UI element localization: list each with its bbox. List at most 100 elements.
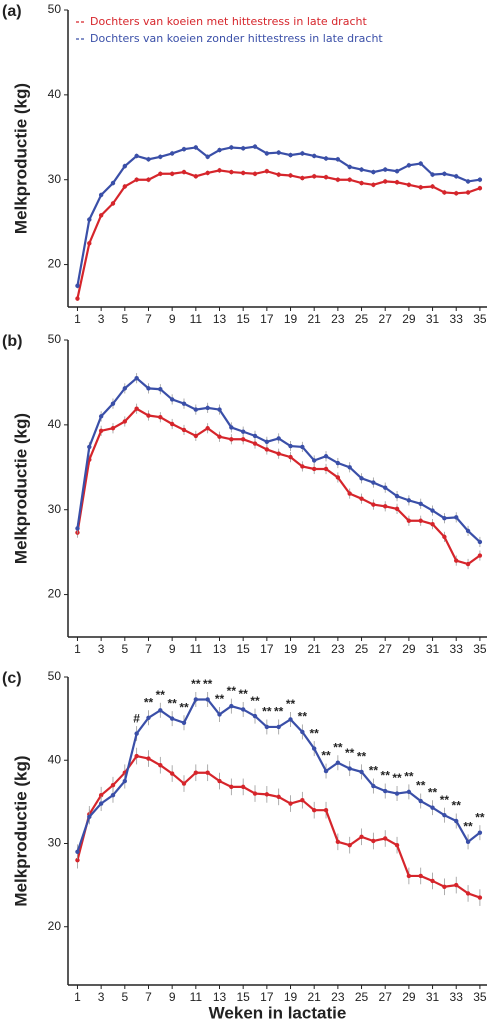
x-tick-label: 5: [121, 312, 128, 326]
significance-label: **: [345, 746, 355, 760]
point: [394, 842, 400, 848]
point: [217, 778, 222, 784]
point: [87, 217, 92, 222]
point: [169, 771, 175, 776]
point: [110, 783, 116, 788]
point: [264, 447, 270, 452]
point: [394, 180, 400, 185]
point: [406, 873, 412, 879]
significance-label: **: [369, 764, 379, 778]
x-tick-label: 31: [426, 642, 440, 656]
point: [371, 169, 376, 175]
point: [288, 173, 293, 178]
point: [323, 454, 329, 459]
x-axis-label: Weken in lactatie: [209, 1003, 347, 1022]
significance-label: **: [416, 779, 426, 793]
x-tick-label: 15: [236, 642, 250, 656]
y-axis-label: Melkproductie (kg): [11, 83, 30, 234]
point: [264, 151, 270, 156]
point: [75, 849, 80, 855]
point: [394, 506, 400, 512]
x-tick-label: 19: [284, 642, 298, 656]
point: [205, 170, 210, 176]
point: [347, 465, 352, 470]
x-tick-label: 1: [74, 312, 81, 326]
point: [264, 439, 270, 445]
point: [311, 153, 317, 159]
point: [418, 873, 423, 879]
y-tick-label: 30: [48, 172, 62, 186]
point: [359, 496, 364, 501]
point: [205, 405, 210, 411]
point: [477, 895, 483, 900]
point: [134, 731, 139, 736]
legend-label: Dochters van koeien zonder hittestress i…: [90, 32, 383, 45]
point: [359, 769, 364, 775]
point: [217, 434, 222, 439]
point: [347, 164, 352, 170]
legend-label: Dochters van koeien met hittestress in l…: [90, 15, 367, 28]
significance-label: **: [298, 710, 308, 724]
point: [406, 518, 412, 523]
x-tick-label: 9: [169, 642, 176, 656]
y-tick-label: 40: [48, 417, 62, 431]
point: [371, 838, 376, 844]
y-tick-label: 20: [48, 587, 62, 601]
y-tick-label: 50: [48, 2, 62, 16]
point: [110, 426, 116, 431]
point: [477, 177, 483, 182]
point: [394, 791, 400, 796]
x-tick-label: 11: [190, 312, 203, 326]
point: [323, 156, 329, 161]
significance-label: **: [310, 726, 320, 740]
point: [442, 516, 447, 521]
point: [169, 421, 175, 427]
point: [465, 561, 471, 567]
point: [181, 401, 187, 406]
point: [169, 397, 175, 402]
point: [252, 441, 258, 446]
point: [229, 145, 234, 150]
point: [430, 805, 435, 810]
significance-label: **: [428, 785, 438, 799]
point: [158, 763, 163, 768]
point: [371, 502, 376, 507]
point: [454, 515, 459, 520]
point: [430, 172, 435, 177]
significance-label: **: [250, 694, 260, 708]
point: [146, 756, 151, 761]
point: [146, 177, 151, 182]
point: [300, 798, 305, 803]
point: [181, 169, 187, 175]
point: [193, 433, 199, 439]
point: [229, 784, 234, 790]
point: [311, 746, 317, 751]
x-tick-label: 21: [308, 312, 322, 326]
point: [442, 171, 447, 176]
point: [110, 201, 116, 206]
point: [394, 493, 400, 499]
point: [252, 171, 258, 176]
series-line: [76, 376, 481, 543]
x-tick-label: 29: [402, 642, 416, 656]
point: [288, 152, 293, 158]
x-tick-label: 5: [121, 990, 128, 1004]
point: [465, 891, 471, 896]
x-tick-label: 35: [473, 990, 487, 1004]
point: [442, 812, 447, 818]
significance-label: **: [144, 695, 154, 709]
point: [359, 834, 364, 840]
point: [465, 528, 471, 534]
point: [169, 151, 175, 156]
x-tick-label: 17: [260, 312, 274, 326]
point: [406, 498, 412, 503]
x-tick-label: 33: [450, 642, 464, 656]
point: [300, 175, 305, 181]
point: [276, 436, 281, 441]
point: [288, 801, 293, 806]
x-tick-label: 25: [355, 990, 369, 1004]
point: [122, 419, 128, 424]
y-tick-label: 20: [48, 919, 62, 933]
point: [430, 184, 435, 189]
point: [418, 798, 423, 804]
